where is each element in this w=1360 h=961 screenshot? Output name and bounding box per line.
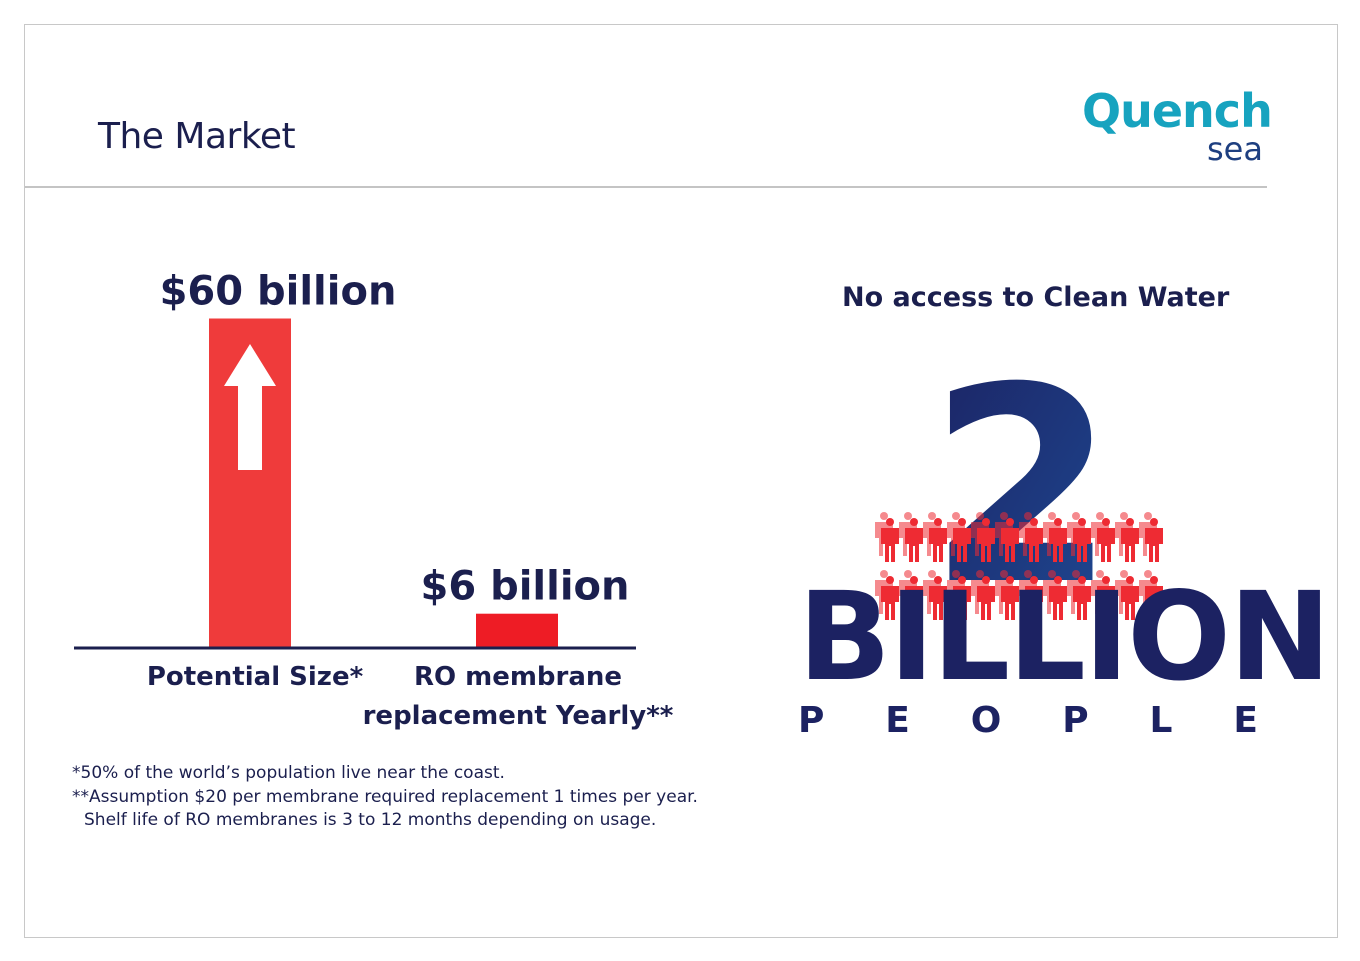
billion-word: BILLION <box>798 566 1331 708</box>
people-letter: O <box>970 700 1002 741</box>
footnote-1: *50% of the world’s population live near… <box>72 763 505 783</box>
person-icon <box>1001 576 1019 620</box>
person-icon <box>1073 518 1091 562</box>
person-icon <box>1073 576 1091 620</box>
person-icon <box>1121 518 1139 562</box>
person-icon <box>977 576 995 620</box>
crowd-of-people-icons <box>875 512 1163 620</box>
person-icon <box>1097 576 1115 620</box>
logo-sea: sea <box>1207 130 1263 168</box>
person-icon <box>929 518 947 562</box>
person-icon <box>1025 518 1043 562</box>
person-icon <box>953 576 971 620</box>
person-icon <box>1145 576 1163 620</box>
person-icon <box>1001 518 1019 562</box>
person-icon <box>1025 576 1043 620</box>
bar-2 <box>476 613 558 647</box>
person-icon <box>881 576 899 620</box>
footnote-3: Shelf life of RO membranes is 3 to 12 mo… <box>84 810 657 830</box>
person-icon <box>977 518 995 562</box>
people-letter: L <box>1149 700 1173 741</box>
person-icon <box>1049 518 1067 562</box>
value-label-2: $6 billion <box>420 564 629 610</box>
value-label-1: $60 billion <box>160 269 397 315</box>
person-icon <box>1049 576 1067 620</box>
person-icon <box>881 518 899 562</box>
person-icon <box>929 576 947 620</box>
people-letter: E <box>1233 700 1258 741</box>
person-icon <box>905 576 923 620</box>
person-icon <box>1121 576 1139 620</box>
person-icon <box>953 518 971 562</box>
category-label-2-line-2: replacement Yearly** <box>363 701 674 731</box>
person-icon <box>1097 518 1115 562</box>
person-icon <box>1145 518 1163 562</box>
category-label-2-line-1: RO membrane <box>414 662 622 692</box>
category-label-1: Potential Size* <box>147 662 364 692</box>
footnote-2: **Assumption $20 per membrane required r… <box>72 787 698 807</box>
people-letter: E <box>885 700 910 741</box>
person-icon <box>905 518 923 562</box>
people-letter: P <box>798 700 825 741</box>
up-arrow-icon <box>224 344 276 470</box>
people-letter: P <box>1062 700 1089 741</box>
header-divider <box>25 186 1267 188</box>
page-title: The Market <box>98 116 296 157</box>
slide-frame <box>24 24 1338 938</box>
logo-quench: Quench <box>1082 84 1273 138</box>
infographic-heading: No access to Clean Water <box>842 282 1230 313</box>
